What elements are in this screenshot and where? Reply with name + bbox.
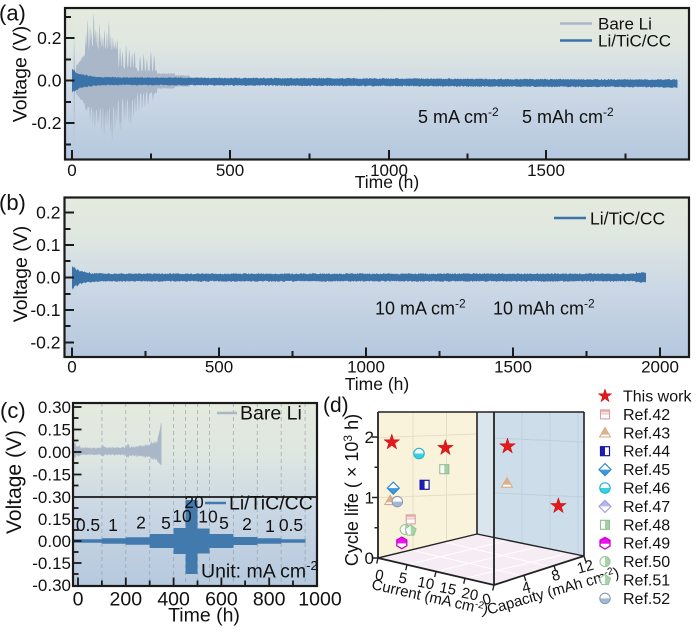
svg-text:0.1: 0.1 <box>36 235 60 255</box>
svg-text:0: 0 <box>67 358 76 377</box>
svg-text:5 mA cm-2: 5 mA cm-2 <box>418 105 499 127</box>
svg-text:Ref.46: Ref.46 <box>623 481 670 498</box>
svg-text:10 mA cm-2: 10 mA cm-2 <box>375 297 466 319</box>
svg-text:400: 400 <box>157 589 190 611</box>
svg-text:20: 20 <box>460 585 480 605</box>
svg-text:5: 5 <box>219 513 229 533</box>
svg-text:-0.15: -0.15 <box>32 554 71 573</box>
svg-text:0.2: 0.2 <box>36 203 60 223</box>
svg-text:10: 10 <box>416 574 436 594</box>
svg-text:5 mAh cm-2: 5 mAh cm-2 <box>522 105 614 127</box>
svg-text:0.0: 0.0 <box>37 71 62 91</box>
svg-text:Voltage (V): Voltage (V) <box>3 430 26 534</box>
svg-text:5: 5 <box>397 569 408 587</box>
svg-text:Ref.43: Ref.43 <box>623 425 670 442</box>
svg-text:Ref.42: Ref.42 <box>623 407 670 424</box>
svg-text:0.5: 0.5 <box>76 515 100 535</box>
svg-text:Time (h): Time (h) <box>168 605 240 627</box>
svg-text:-0.15: -0.15 <box>32 466 71 485</box>
svg-text:5: 5 <box>161 513 171 533</box>
svg-text:Time (h): Time (h) <box>355 172 420 192</box>
svg-text:Ref.44: Ref.44 <box>623 444 670 461</box>
svg-text:2: 2 <box>365 428 374 447</box>
svg-text:Bare Li: Bare Li <box>598 15 652 34</box>
svg-text:Time (h): Time (h) <box>345 374 410 394</box>
svg-text:10: 10 <box>172 506 192 526</box>
svg-text:Ref.48: Ref.48 <box>623 517 670 534</box>
svg-text:-0.30: -0.30 <box>32 488 71 507</box>
svg-text:10 mAh cm-2: 10 mAh cm-2 <box>493 297 595 319</box>
svg-text:0: 0 <box>374 566 385 584</box>
svg-text:1: 1 <box>365 489 374 508</box>
svg-text:(a): (a) <box>0 1 26 26</box>
svg-text:0.00: 0.00 <box>38 532 71 551</box>
svg-text:1000: 1000 <box>370 161 408 180</box>
svg-text:-0.2: -0.2 <box>31 113 61 133</box>
svg-text:1000: 1000 <box>347 358 385 377</box>
svg-text:0.2: 0.2 <box>37 28 61 48</box>
svg-text:800: 800 <box>253 589 286 611</box>
svg-text:Bare Li: Bare Li <box>240 403 302 425</box>
svg-text:200: 200 <box>110 589 143 611</box>
svg-text:-0.2: -0.2 <box>30 333 60 353</box>
svg-text:2000: 2000 <box>641 358 679 377</box>
svg-text:Cycle life ( × 103 h): Cycle life ( × 103 h) <box>341 414 362 566</box>
svg-text:1000: 1000 <box>298 589 342 611</box>
svg-text:Li/TiC/CC: Li/TiC/CC <box>590 209 665 229</box>
svg-text:Li/TiC/CC: Li/TiC/CC <box>229 493 313 515</box>
svg-text:Li/TiC/CC: Li/TiC/CC <box>598 32 671 51</box>
svg-text:0.00: 0.00 <box>38 443 71 462</box>
svg-text:(d): (d) <box>323 394 349 417</box>
svg-text:0.15: 0.15 <box>38 421 71 440</box>
svg-text:10: 10 <box>198 507 218 527</box>
svg-text:0: 0 <box>73 589 84 611</box>
svg-text:1500: 1500 <box>494 358 532 377</box>
svg-text:Ref.51: Ref.51 <box>623 573 670 590</box>
svg-text:(c): (c) <box>0 398 26 423</box>
svg-text:0: 0 <box>67 161 76 180</box>
svg-text:Ref.47: Ref.47 <box>623 499 670 516</box>
svg-text:-0.1: -0.1 <box>30 300 60 320</box>
svg-text:2: 2 <box>136 513 146 533</box>
svg-text:1: 1 <box>108 515 118 535</box>
svg-text:1: 1 <box>265 516 275 536</box>
svg-text:Ref.45: Ref.45 <box>623 462 670 479</box>
svg-text:15: 15 <box>438 579 458 599</box>
svg-text:12: 12 <box>575 557 596 578</box>
svg-text:Voltage (V): Voltage (V) <box>10 226 32 322</box>
svg-text:2: 2 <box>242 514 252 534</box>
svg-text:0.15: 0.15 <box>38 510 71 529</box>
svg-text:500: 500 <box>216 161 244 180</box>
svg-text:600: 600 <box>205 589 238 611</box>
svg-text:0.30: 0.30 <box>38 398 71 417</box>
svg-text:Ref.52: Ref.52 <box>623 591 670 608</box>
svg-text:Ref.50: Ref.50 <box>623 554 670 571</box>
svg-text:-0.30: -0.30 <box>32 576 71 595</box>
svg-text:Unit: mA cm-2: Unit: mA cm-2 <box>201 558 318 582</box>
svg-text:0.0: 0.0 <box>36 268 61 288</box>
svg-text:This work: This work <box>623 389 692 406</box>
svg-text:Ref.49: Ref.49 <box>623 536 670 553</box>
svg-text:(b): (b) <box>0 190 26 215</box>
svg-text:20: 20 <box>184 492 204 512</box>
svg-text:0: 0 <box>365 549 374 568</box>
svg-text:0.5: 0.5 <box>279 515 303 535</box>
svg-text:1500: 1500 <box>527 161 565 180</box>
svg-text:Voltage (V): Voltage (V) <box>10 26 32 122</box>
svg-text:500: 500 <box>205 358 233 377</box>
